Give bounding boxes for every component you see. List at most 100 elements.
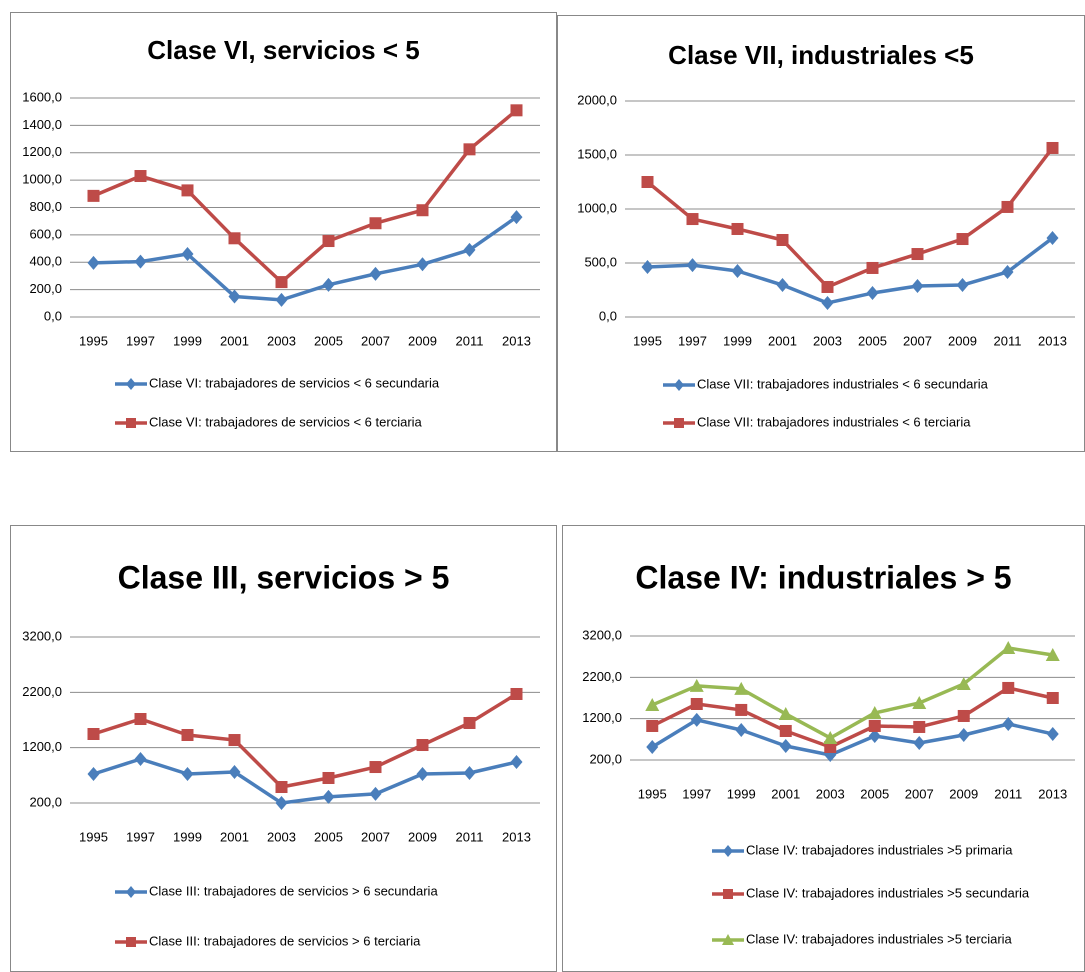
y-tick-label: 0,0: [44, 308, 62, 323]
marker: [686, 258, 699, 273]
marker: [134, 752, 147, 767]
marker: [369, 266, 382, 281]
marker: [690, 697, 703, 710]
legend-marker: [674, 379, 684, 391]
chart-title: Clase VI, servicios < 5: [147, 35, 419, 65]
y-tick-label: 3200,0: [582, 627, 622, 642]
marker: [821, 280, 834, 293]
legend-label: Clase III: trabajadores de servicios > 6…: [149, 883, 438, 898]
marker: [1001, 264, 1014, 279]
marker: [1046, 726, 1059, 741]
chart-title: Clase IV: industriales > 5: [635, 559, 1011, 595]
x-tick-label: 2003: [267, 333, 296, 348]
legend-label: Clase IV: trabajadores industriales >5 s…: [746, 885, 1030, 900]
marker: [228, 734, 241, 747]
y-tick-label: 1200,0: [22, 144, 62, 159]
y-tick-label: 800,0: [29, 199, 62, 214]
marker: [641, 176, 654, 188]
marker: [510, 210, 523, 225]
y-tick-label: 0,0: [599, 308, 617, 323]
x-tick-label: 1995: [79, 829, 108, 844]
x-tick-label: 2007: [361, 333, 390, 348]
y-tick-label: 500,0: [584, 254, 617, 269]
marker: [867, 705, 882, 719]
y-tick-label: 3200,0: [22, 628, 62, 643]
x-tick-label: 2011: [456, 333, 484, 348]
marker: [731, 263, 744, 278]
legend-marker: [126, 418, 136, 428]
marker: [1045, 648, 1060, 662]
marker: [956, 278, 969, 293]
x-tick-label: 2007: [361, 829, 390, 844]
marker: [913, 720, 926, 733]
marker: [778, 706, 793, 720]
y-tick-label: 1000,0: [577, 200, 617, 215]
y-tick-label: 2000,0: [577, 92, 617, 107]
x-tick-label: 1995: [638, 786, 667, 801]
marker: [275, 781, 288, 794]
marker: [463, 766, 476, 781]
x-tick-label: 2013: [502, 333, 531, 348]
y-tick-label: 200,0: [589, 751, 622, 766]
x-tick-label: 2009: [948, 333, 977, 348]
series-line: [92, 108, 518, 284]
marker: [87, 189, 100, 202]
series-line: [92, 757, 517, 805]
x-tick-label: 1995: [633, 333, 662, 348]
marker: [181, 184, 194, 197]
marker: [776, 233, 789, 246]
legend-marker: [723, 889, 733, 899]
x-tick-label: 1999: [727, 786, 756, 801]
x-tick-label: 1997: [682, 786, 711, 801]
series-line: [646, 146, 1054, 289]
marker: [686, 213, 699, 226]
marker: [779, 724, 792, 737]
marker: [866, 261, 879, 274]
marker: [1002, 681, 1015, 694]
marker: [134, 713, 147, 726]
chart-panel: Clase VII, industriales <5 0,0 500,0 1000,0…: [557, 15, 1085, 452]
marker: [463, 143, 476, 156]
series-line: [651, 718, 1054, 757]
marker: [369, 761, 382, 774]
marker: [824, 740, 837, 753]
y-tick-label: 600,0: [29, 226, 62, 241]
marker: [1001, 640, 1016, 654]
x-tick-label: 1997: [126, 829, 155, 844]
marker: [322, 771, 335, 784]
x-tick-label: 2001: [768, 333, 797, 348]
marker: [275, 292, 288, 307]
marker: [646, 719, 659, 732]
legend-marker: [674, 418, 684, 428]
x-tick-label: 2007: [903, 333, 932, 348]
x-tick-label: 2009: [949, 786, 978, 801]
x-tick-label: 2011: [456, 829, 484, 844]
marker: [416, 767, 429, 782]
x-tick-label: 2005: [860, 786, 889, 801]
y-tick-label: 1200,0: [22, 739, 62, 754]
panel-border: [10, 525, 557, 972]
x-tick-label: 2003: [816, 786, 845, 801]
panel-border: [10, 12, 557, 452]
legend-label: Clase VI: trabajadores de servicios < 6 …: [149, 375, 440, 390]
marker: [322, 277, 335, 292]
marker: [1046, 231, 1059, 246]
marker: [911, 279, 924, 294]
legend-marker: [126, 937, 136, 947]
marker: [1046, 692, 1059, 704]
x-tick-label: 2007: [905, 786, 934, 801]
series-line: [93, 215, 518, 302]
x-tick-label: 1999: [173, 333, 202, 348]
legend-label: Clase VII: trabajadores industriales < 6…: [697, 414, 971, 429]
legend-marker: [723, 845, 733, 857]
x-tick-label: 1997: [678, 333, 707, 348]
marker: [134, 254, 147, 269]
marker: [823, 730, 838, 744]
marker: [87, 255, 100, 270]
marker: [1046, 141, 1059, 154]
marker: [87, 767, 100, 782]
legend-label: Clase IV: trabajadores industriales >5 t…: [746, 931, 1013, 946]
marker: [275, 796, 288, 810]
legend-label: Clase VII: trabajadores industriales < 6…: [697, 376, 989, 391]
